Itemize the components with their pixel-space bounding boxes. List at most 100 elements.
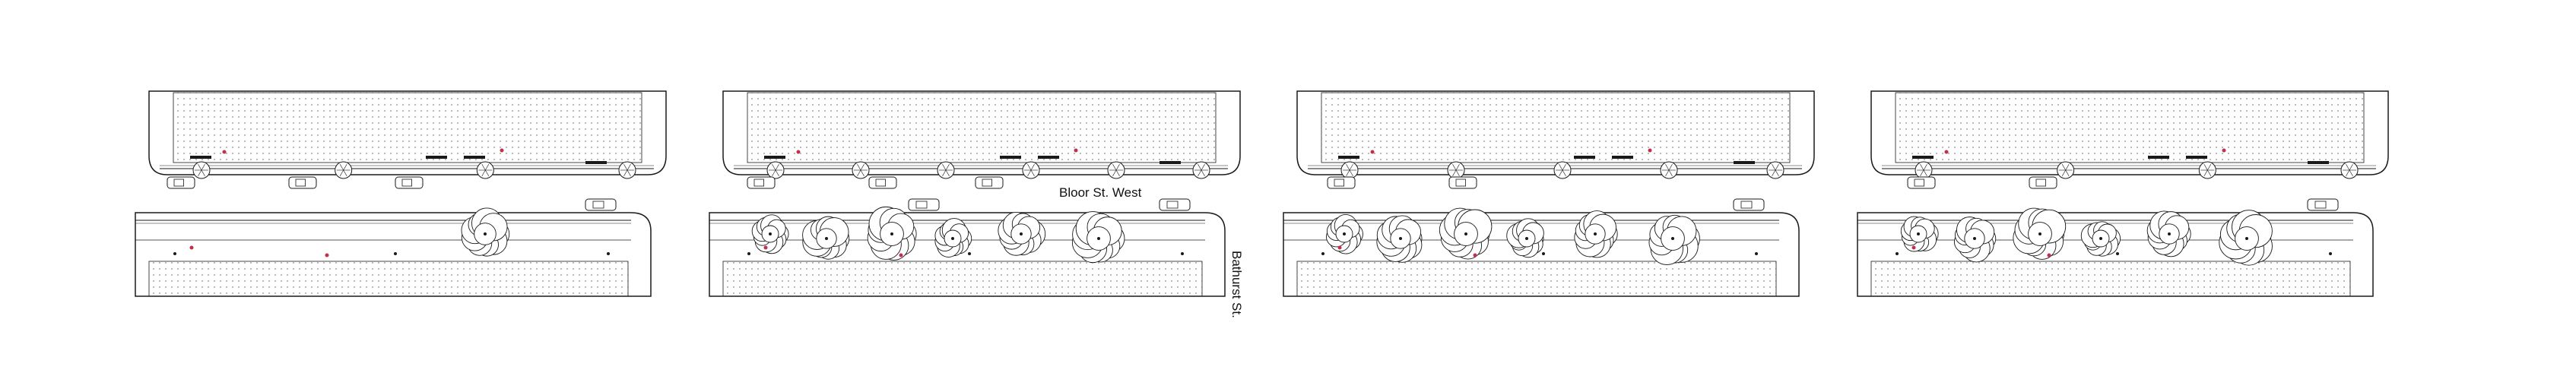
car — [288, 176, 317, 189]
street-tree — [1553, 161, 1572, 179]
street-tree — [937, 161, 955, 179]
pole — [2116, 252, 2119, 255]
building-footprint-north — [173, 92, 642, 163]
bench — [1574, 156, 1595, 159]
car — [1907, 176, 1936, 189]
accent-marker — [1911, 245, 1916, 250]
pole — [968, 252, 971, 255]
tree — [1574, 210, 1618, 258]
accent-marker — [2222, 148, 2226, 153]
building-footprint-south — [722, 261, 1203, 297]
bench — [2308, 161, 2329, 164]
south-block — [1857, 198, 2374, 297]
tree — [2146, 210, 2191, 258]
north-block — [722, 90, 1241, 189]
accent-marker — [1944, 150, 1949, 154]
accent-marker — [763, 245, 768, 250]
street-tree — [476, 161, 494, 179]
accent-marker — [1337, 245, 1342, 250]
street-tree — [1192, 161, 1210, 179]
bench — [1612, 156, 1633, 159]
pole — [607, 252, 610, 255]
accent-marker — [325, 253, 329, 258]
accent-marker — [222, 150, 227, 154]
tree — [2013, 207, 2067, 260]
building-footprint-north — [747, 92, 1217, 163]
tree — [1439, 207, 1493, 260]
accent-marker — [500, 148, 504, 153]
bench — [464, 156, 485, 159]
street-tree — [2340, 161, 2359, 179]
tree — [998, 212, 1046, 256]
bloor-street-label: Bloor St. West — [1059, 185, 1142, 200]
accent-marker — [1370, 150, 1375, 154]
pole — [2329, 252, 2332, 255]
street-tree — [192, 161, 211, 179]
car — [585, 198, 617, 211]
street-tree — [766, 161, 785, 179]
pole — [1321, 252, 1324, 255]
building-footprint-south — [148, 261, 629, 297]
car — [2307, 198, 2339, 211]
bench — [2186, 156, 2207, 159]
street-tree — [335, 161, 353, 179]
bench — [1734, 161, 1755, 164]
bench — [1338, 156, 1359, 159]
tree — [934, 218, 972, 258]
pole — [747, 252, 750, 255]
building-footprint-north — [1895, 92, 2365, 163]
car — [1448, 176, 1477, 189]
tree — [1648, 214, 1700, 266]
building-footprint-north — [1321, 92, 1791, 163]
plan-panel-1 — [135, 90, 667, 297]
tree — [1900, 216, 1939, 252]
plan-panel-3 — [1283, 90, 1815, 297]
accent-marker — [796, 150, 801, 154]
plan-panel-2 — [709, 90, 1241, 297]
street-tree — [1022, 161, 1040, 179]
pole — [1181, 252, 1184, 255]
car — [395, 176, 424, 189]
car — [167, 176, 195, 189]
bench — [426, 156, 447, 159]
pole — [173, 252, 176, 255]
accent-marker — [1473, 253, 1477, 258]
tree — [1376, 215, 1423, 263]
bench — [190, 156, 211, 159]
tree — [461, 207, 510, 257]
building-footprint-south — [1296, 261, 1777, 297]
building-footprint-south — [1870, 261, 2351, 297]
accent-marker — [899, 253, 903, 258]
plan-panel-4 — [1857, 90, 2389, 297]
accent-marker — [2047, 253, 2051, 258]
north-block — [1296, 90, 1815, 189]
tree — [1326, 214, 1363, 254]
south-block — [1283, 198, 1800, 297]
bathurst-street-label: Bathurst St. — [1229, 251, 1244, 318]
car — [1327, 176, 1356, 189]
north-block — [148, 90, 667, 189]
street-tree — [1447, 161, 1465, 179]
accent-marker — [189, 245, 194, 250]
tree — [867, 206, 917, 261]
tree — [751, 214, 789, 254]
south-block — [709, 198, 1226, 297]
car — [1733, 198, 1765, 211]
pole — [1542, 252, 1545, 255]
car — [908, 198, 940, 211]
bench — [1000, 156, 1021, 159]
north-block — [1870, 90, 2389, 189]
tree — [802, 216, 850, 260]
street-tree — [1766, 161, 1784, 179]
street-tree — [1107, 161, 1125, 179]
pole — [1755, 252, 1758, 255]
accent-marker — [1074, 148, 1078, 153]
car — [975, 176, 1004, 189]
tree — [2080, 221, 2121, 257]
street-tree — [2198, 161, 2216, 179]
pole — [394, 252, 397, 255]
car — [747, 176, 776, 189]
tree — [1953, 216, 1997, 263]
bench — [1038, 156, 1059, 159]
